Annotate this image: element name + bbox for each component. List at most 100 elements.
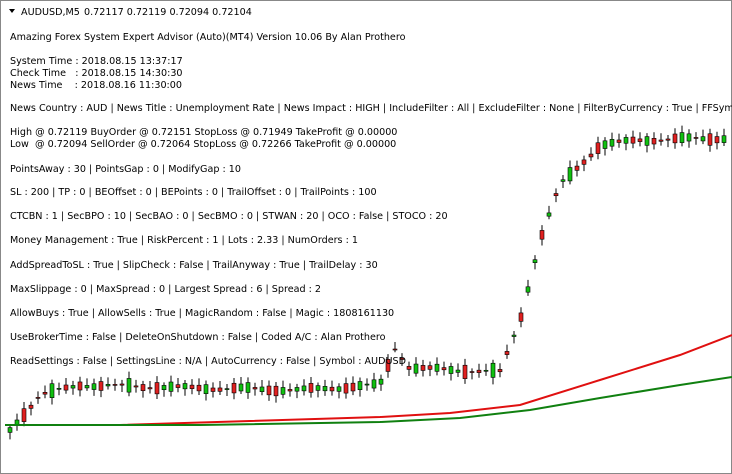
candle-body <box>462 364 468 379</box>
candle-body <box>616 139 622 143</box>
candle-body <box>399 357 405 360</box>
candle-body <box>105 384 111 387</box>
candle-body <box>567 167 573 182</box>
candle-body <box>441 367 447 371</box>
candle-body <box>525 286 531 293</box>
candle-body <box>420 365 426 371</box>
candle-body <box>175 384 181 388</box>
candle-body <box>518 312 524 322</box>
candle-body <box>182 383 188 390</box>
symbol: AUDUSD,M5 <box>21 7 80 18</box>
candle-body <box>266 385 272 396</box>
candle-body <box>301 385 307 392</box>
candle-body <box>574 165 580 171</box>
info-line: High @ 0.72119 BuyOrder @ 0.72151 StopLo… <box>10 127 397 138</box>
info-line: System Time : 2018.08.15 13:37:17 <box>10 56 183 67</box>
candle-body <box>119 383 125 386</box>
candle-body <box>413 363 419 374</box>
candle-body <box>504 351 510 355</box>
candle-body <box>511 334 517 337</box>
candle-body <box>637 138 643 142</box>
candle-body <box>161 385 167 391</box>
candle-body <box>56 388 62 390</box>
candle-body <box>539 230 545 240</box>
candle-body <box>588 153 594 158</box>
candle-body <box>252 387 258 390</box>
info-line: Check Time : 2018.08.15 14:30:30 <box>10 68 183 79</box>
info-line: SL : 200 | TP : 0 | BEOffset : 0 | BEPoi… <box>10 187 377 198</box>
info-line: PointsAway : 30 | PointsGap : 0 | Modify… <box>10 164 241 175</box>
candle-body <box>700 136 706 142</box>
candle-body <box>308 383 314 393</box>
candle-body <box>434 363 440 372</box>
info-line: Money Management : True | RiskPercent : … <box>10 235 358 246</box>
candle-body <box>483 369 489 372</box>
candle-body <box>168 381 174 392</box>
candle-body <box>133 385 139 388</box>
candle-body <box>714 136 720 144</box>
candle-body <box>315 385 321 391</box>
candle-body <box>245 382 251 393</box>
candle-body <box>70 385 76 389</box>
candle-body <box>406 366 412 370</box>
candle-body <box>91 383 97 390</box>
candle-body <box>280 387 286 395</box>
candle-body <box>357 381 363 391</box>
candle-body <box>609 139 615 147</box>
candle-body <box>210 387 216 392</box>
candle-body <box>721 135 727 143</box>
candle-body <box>686 133 692 142</box>
candle-body <box>476 369 482 373</box>
candle-body <box>154 382 160 395</box>
candle-body <box>112 384 118 386</box>
candle-body <box>644 136 650 146</box>
info-line: AddSpreadToSL : True | SlipCheck : False… <box>10 260 378 271</box>
info-line: Low @ 0.72094 SellOrder @ 0.72064 StopLo… <box>10 139 396 150</box>
info-line: News Time : 2018.08.16 11:30:00 <box>10 80 182 91</box>
candle-body <box>497 369 503 373</box>
candle-body <box>322 386 328 392</box>
candle-body <box>385 359 391 372</box>
candle-body <box>679 132 685 143</box>
info-line: Amazing Forex System Expert Advisor (Aut… <box>10 32 406 43</box>
candle-body <box>203 384 209 394</box>
candle-body <box>532 259 538 263</box>
moving-averages <box>5 334 732 426</box>
candle-body <box>560 179 566 182</box>
candle-body <box>595 142 601 154</box>
candle-body <box>217 387 223 392</box>
candle-body <box>231 382 237 394</box>
candle-body <box>329 386 335 392</box>
candle-body <box>28 404 34 409</box>
candle-body <box>448 366 454 374</box>
candle-body <box>371 379 377 389</box>
candle-body <box>469 371 475 373</box>
candle-body <box>658 139 664 142</box>
candle-body <box>7 427 13 433</box>
candle-body <box>693 137 699 139</box>
candle-body <box>364 383 370 386</box>
candle-body <box>77 381 83 391</box>
candle-body <box>42 391 48 395</box>
candle-body <box>259 386 265 393</box>
candle-body <box>126 378 132 393</box>
candle-body <box>287 389 293 392</box>
candle-body <box>553 193 559 197</box>
candle-body <box>581 159 587 165</box>
candle-body <box>63 384 69 391</box>
candle-body <box>196 384 202 392</box>
info-panel: Amazing Forex System Expert Advisor (Aut… <box>10 32 732 367</box>
candle-body <box>21 408 27 422</box>
candle-body <box>294 387 300 392</box>
candle-body <box>672 133 678 144</box>
info-line: MaxSlippage : 0 | MaxSpread : 0 | Larges… <box>10 284 321 295</box>
candle-body <box>392 348 398 351</box>
candle-body <box>238 383 244 392</box>
info-line: News Country : AUD | News Title : Unempl… <box>10 103 732 114</box>
candle-body <box>665 138 671 141</box>
candle-body <box>623 137 629 144</box>
dropdown-icon[interactable] <box>9 9 15 13</box>
candle-body <box>490 362 496 378</box>
candle-body <box>336 386 342 392</box>
